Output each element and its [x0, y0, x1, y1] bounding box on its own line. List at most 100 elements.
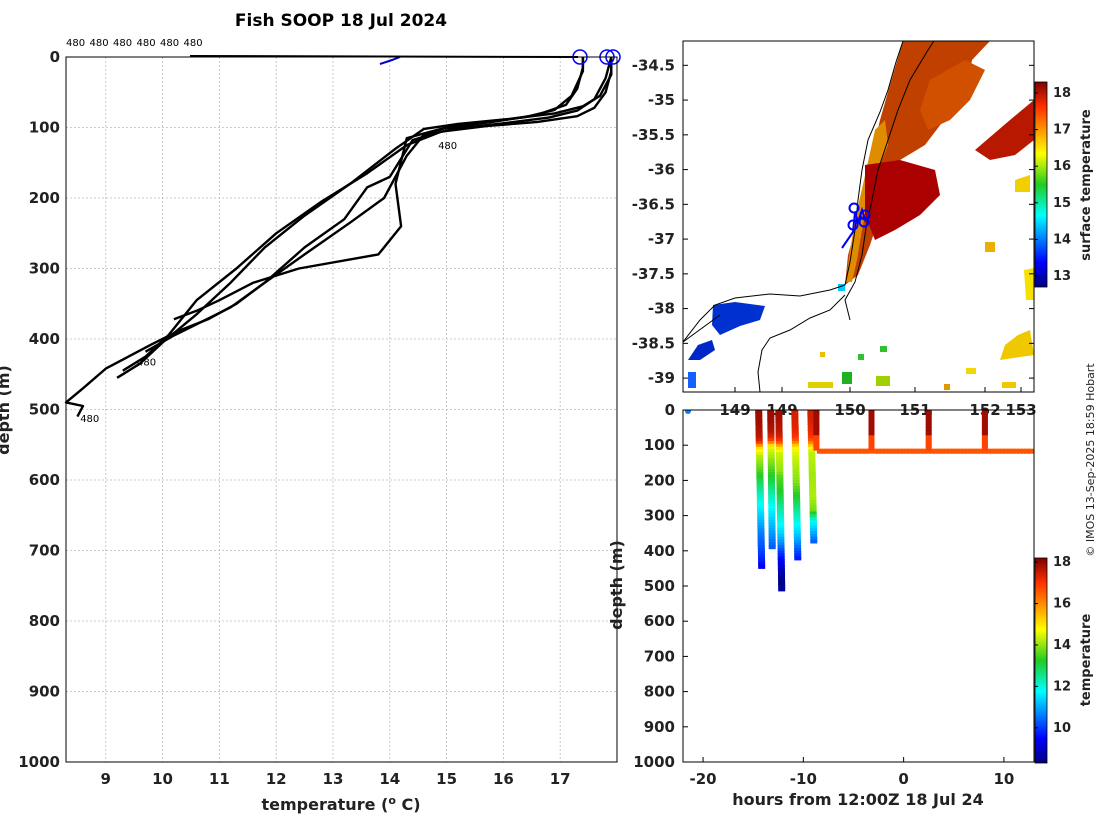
- profile-point-label: 480: [438, 141, 457, 152]
- section-sample: [981, 432, 988, 437]
- section-sample: [807, 426, 815, 431]
- section-sample: [943, 448, 950, 454]
- section-sample: [757, 539, 765, 544]
- section-sample: [757, 522, 765, 527]
- section-x-tick: 10: [993, 770, 1014, 788]
- section-y-tick: 900: [644, 718, 675, 736]
- profile-cast-line: [122, 57, 613, 372]
- section-sample: [767, 457, 775, 462]
- section-sample: [767, 469, 775, 474]
- section-sample: [755, 424, 763, 429]
- section-sample: [768, 519, 776, 524]
- section-sample: [807, 432, 815, 437]
- section-sample: [758, 562, 766, 567]
- section-sample: [932, 448, 939, 454]
- sst-colorbar-ticks: 13 14 15 16 17 18: [1035, 86, 1071, 284]
- section-sample: [813, 424, 820, 429]
- section-sample: [809, 483, 816, 488]
- section-sample: [756, 488, 764, 493]
- section-sample: [808, 452, 816, 457]
- section-sample: [953, 448, 960, 454]
- section-sample: [967, 448, 974, 454]
- section-sample: [907, 448, 914, 454]
- section-sample: [792, 460, 800, 465]
- section-sample: [755, 421, 763, 426]
- profile-x-tick: 13: [323, 770, 344, 788]
- figure-title: Fish SOOP 18 Jul 2024: [235, 11, 447, 31]
- section-sample: [757, 525, 765, 530]
- profile-y-ticks: 0 100 200 300 400 500 600 700 800 900 1000: [18, 48, 60, 771]
- map-content: [683, 41, 1034, 392]
- section-sample: [791, 410, 799, 414]
- section-point: [685, 410, 691, 414]
- station-marker: [859, 209, 871, 221]
- section-sample: [809, 522, 817, 527]
- temperature-colorbar-label: temperature: [1079, 614, 1094, 707]
- section-sample: [794, 542, 801, 547]
- section-sample: [758, 553, 765, 558]
- section-sample: [768, 514, 776, 519]
- section-sample: [794, 553, 802, 558]
- sst-colorbar-tick: 16: [1053, 159, 1071, 174]
- section-sample: [809, 488, 817, 493]
- section-sample: [914, 448, 921, 454]
- section-sample: [793, 533, 801, 538]
- section-sample: [793, 511, 801, 516]
- section-panel: -20 -10 0 10 0 100 200 300 400 500 600 700 800 900 10…: [607, 401, 1094, 809]
- section-sample: [929, 448, 936, 454]
- section-sample: [946, 448, 953, 454]
- section-sample: [756, 472, 764, 476]
- section-sample: [808, 474, 816, 479]
- section-sample: [925, 410, 932, 414]
- section-y-tick: 100: [644, 436, 675, 454]
- section-sample: [757, 511, 765, 516]
- section-sample: [868, 410, 875, 414]
- section-sample: [767, 412, 775, 417]
- green-patch: [858, 354, 864, 360]
- section-sample: [810, 531, 818, 536]
- section-sample: [807, 412, 815, 417]
- profile-x-tick: 15: [436, 770, 457, 788]
- profile-x-label: temperature (o C): [261, 794, 420, 814]
- yellow-patch: [944, 384, 950, 390]
- warm-eddy: [865, 160, 940, 240]
- section-sample: [792, 446, 800, 451]
- section-sample: [757, 514, 765, 519]
- section-sample: [767, 446, 775, 451]
- section-sample: [820, 448, 827, 454]
- section-sample: [756, 500, 764, 505]
- profile-x-tick: 12: [266, 770, 287, 788]
- section-sample: [776, 488, 784, 493]
- section-sample: [978, 448, 985, 454]
- section-sample: [793, 528, 801, 533]
- section-sample: [925, 415, 932, 420]
- section-sample: [755, 446, 763, 451]
- yellow-patch: [808, 382, 833, 388]
- profile-top-label: 480: [90, 38, 109, 49]
- section-sample: [767, 443, 775, 448]
- section-sample: [971, 448, 978, 454]
- section-sample: [768, 477, 775, 482]
- section-sample: [816, 448, 823, 454]
- map-y-tick: -36.5: [632, 195, 675, 213]
- section-sample: [777, 545, 785, 550]
- profile-point-label: 480: [137, 358, 156, 369]
- section-sample: [768, 505, 776, 510]
- temperature-colorbar: [1034, 557, 1048, 764]
- profile-cast-line: [64, 56, 613, 418]
- sst-colorbar-tick: 18: [1053, 86, 1071, 101]
- section-sample: [868, 435, 875, 440]
- section-sample: [808, 446, 816, 451]
- section-sample: [768, 494, 776, 499]
- section-sample: [868, 426, 875, 431]
- sst-colorbar-tick: 13: [1053, 269, 1071, 284]
- section-sample: [768, 525, 776, 530]
- profile-x-tick: 11: [209, 770, 230, 788]
- section-sample: [862, 448, 869, 454]
- section-sample: [808, 463, 816, 468]
- sst-colorbar-tick: 14: [1053, 232, 1071, 247]
- section-sample: [809, 505, 817, 510]
- section-sample: [793, 525, 801, 530]
- section-sample: [792, 443, 799, 448]
- green-patch: [842, 372, 852, 384]
